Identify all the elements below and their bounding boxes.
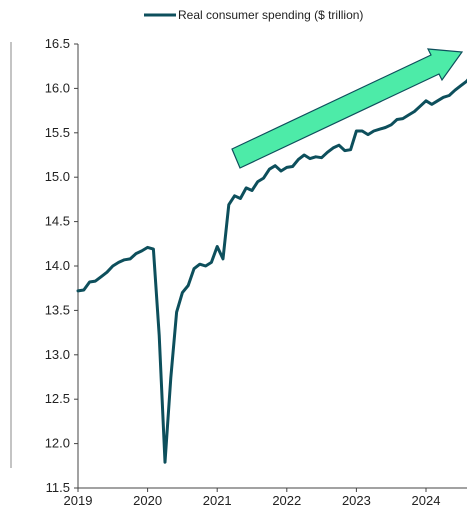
x-tick-label: 2022 bbox=[272, 493, 301, 508]
y-tick-label: 13.0 bbox=[45, 347, 70, 362]
legend-label: Real consumer spending ($ trillion) bbox=[178, 8, 363, 22]
y-tick-label: 12.5 bbox=[45, 391, 70, 406]
x-tick-label: 2021 bbox=[203, 493, 232, 508]
x-tick-label: 2023 bbox=[342, 493, 371, 508]
x-tick-label: 2024 bbox=[412, 493, 441, 508]
axes bbox=[77, 44, 467, 489]
y-tick-label: 14.0 bbox=[45, 258, 70, 273]
x-tick-label: 2019 bbox=[64, 493, 93, 508]
y-tick-label: 13.5 bbox=[45, 302, 70, 317]
trend-arrow bbox=[231, 48, 464, 169]
y-tick-label: 15.5 bbox=[45, 125, 70, 140]
y-tick-label: 12.0 bbox=[45, 436, 70, 451]
x-tick-label: 2020 bbox=[133, 493, 162, 508]
y-tick-label: 16.5 bbox=[45, 36, 70, 51]
legend: Real consumer spending ($ trillion) bbox=[144, 8, 363, 22]
y-tick-label: 15.0 bbox=[45, 169, 70, 184]
y-tick-label: 14.5 bbox=[45, 214, 70, 229]
y-axis-ticks: 11.5 12.0 12.5 13.0 13.5 14.0 14.5 15.0 15.5 16.0… bbox=[45, 36, 78, 495]
y-tick-label: 16.0 bbox=[45, 80, 70, 95]
series-line bbox=[76, 78, 467, 464]
y-tick-label: 11.5 bbox=[46, 480, 70, 495]
x-axis-ticks: 2019 2020 2021 2022 2023 2024 bbox=[64, 488, 441, 508]
